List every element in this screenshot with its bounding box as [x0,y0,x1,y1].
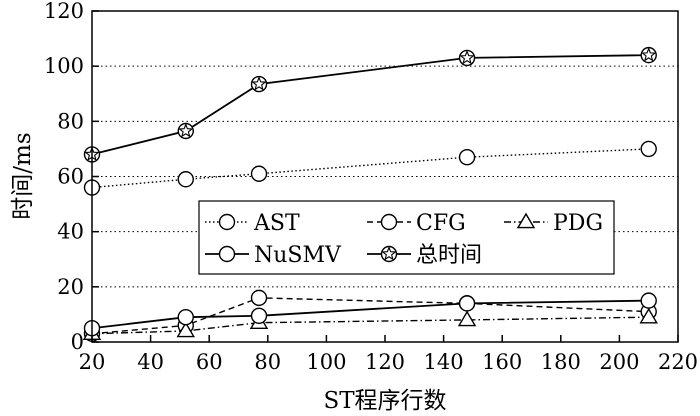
point-ast-210 [640,140,657,158]
x-tick-label-160: 160 [482,350,522,374]
series-line-cfg [91,297,649,335]
legend-marker-nusmv [218,245,236,263]
x-tick-label-20: 20 [79,350,106,374]
legend: AST CFG PDG NuSMV 总时间 [198,200,615,275]
x-tick-label-200: 200 [599,350,639,374]
point-total-148 [458,49,476,67]
legend-label-ast: AST [253,211,300,236]
x-tick-label-140: 140 [424,350,464,374]
legend-label-total: 总时间 [416,243,482,268]
y-tick-label-0: 0 [71,330,84,354]
point-total-77 [250,75,268,93]
y-tick-label-20: 20 [57,275,84,299]
point-nusmv-77 [250,307,268,324]
x-tick-label-120: 120 [365,350,405,374]
point-pdg-148 [457,310,477,327]
legend-box [198,200,615,275]
point-pdg-52 [176,321,195,338]
legend-marker-ast [218,213,236,231]
point-pdg-210 [639,307,658,324]
point-nusmv-148-circle [458,295,476,312]
legend-marker-total [380,245,398,263]
point-total-77-star [251,76,267,91]
legend-item-total: 总时间 [367,243,482,268]
point-nusmv-52-circle [177,308,194,326]
legend-label-cfg: CFG [416,211,466,236]
y-tick-label-60: 60 [57,165,84,189]
legend-item-pdg: PDG [504,211,603,236]
legend-item-nusmv: NuSMV [205,243,342,268]
point-ast-52 [177,171,194,188]
series-line-total [91,54,649,156]
point-cfg-77 [250,289,268,307]
point-cfg-77-circle [250,289,268,307]
point-nusmv-210 [640,292,657,309]
series-line-pdg [91,316,649,335]
legend-marker-pdg [516,212,536,229]
legend-marker-total-star [381,245,397,261]
y-tick-label-80: 80 [57,109,84,133]
legend-marker-cfg [380,213,398,231]
series-lines [91,54,649,335]
point-ast-148-circle [458,148,476,166]
point-ast-77 [250,165,268,182]
point-total-210 [640,46,657,64]
legend-marker-ast-circle [218,213,236,231]
legend-item-cfg: CFG [367,211,466,236]
x-tick-label-40: 40 [137,350,164,374]
legend-item-ast: AST [205,211,300,236]
x-tick-label-220: 220 [658,350,698,374]
series-line-nusmv [91,299,649,330]
point-ast-77-circle [250,165,268,182]
y-axis-title: 时间/ms [10,132,36,219]
x-tick-label-100: 100 [306,350,346,374]
x-axis-title: ST程序行数 [323,388,446,414]
point-ast-210-circle [640,140,657,158]
x-tick-label-80: 80 [254,350,281,374]
y-tick-label-100: 100 [44,54,84,78]
point-total-52-star [178,122,194,138]
y-tick-label-120: 120 [44,0,84,23]
point-ast-52-circle [177,171,194,188]
legend-marker-nusmv-circle [218,245,236,263]
data-points [82,46,658,342]
point-nusmv-148 [458,295,476,312]
point-total-148-star [459,49,475,65]
point-nusmv-52 [177,308,194,326]
point-total-210-star [641,47,657,62]
x-tick-label-180: 180 [541,350,581,374]
x-tick-label-60: 60 [196,350,223,374]
point-ast-148 [458,148,476,166]
point-nusmv-210-circle [640,292,657,309]
legend-marker-cfg-circle [380,213,398,231]
legend-label-nusmv: NuSMV [254,243,342,268]
y-tick-label-40: 40 [57,220,84,244]
legend-label-pdg: PDG [553,211,603,236]
point-nusmv-77-circle [250,307,268,324]
series-line-ast [91,148,649,189]
point-total-52 [177,122,194,140]
